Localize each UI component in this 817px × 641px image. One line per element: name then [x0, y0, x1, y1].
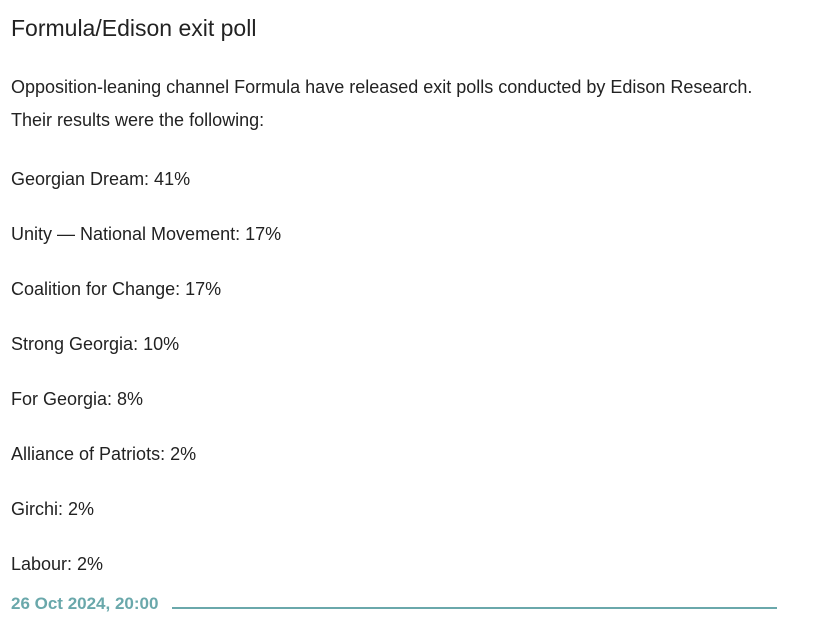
result-item-strong-georgia: Strong Georgia: 10%	[11, 334, 180, 354]
post-footer: 26 Oct 2024, 20:00	[11, 593, 777, 615]
timestamp-divider	[172, 607, 777, 609]
result-item-for-georgia: For Georgia: 8%	[11, 389, 144, 409]
result-item-girchi: Girchi: 2%	[11, 499, 95, 519]
result-item-coalition-for-change: Coalition for Change: 17%	[11, 279, 222, 299]
results-list: Georgian Dream: 41% Unity — National Mov…	[11, 168, 791, 575]
live-update-post: Formula/Edison exit poll Opposition-lean…	[11, 0, 791, 575]
post-intro: Opposition-leaning channel Formula have …	[11, 77, 753, 130]
result-item-georgian-dream: Georgian Dream: 41%	[11, 169, 191, 189]
result-item-labour: Labour: 2%	[11, 554, 104, 574]
result-item-alliance-of-patriots: Alliance of Patriots: 2%	[11, 444, 197, 464]
post-timestamp: 26 Oct 2024, 20:00	[11, 594, 159, 613]
result-item-unity-national-movement: Unity — National Movement: 17%	[11, 224, 282, 244]
post-title: Formula/Edison exit poll	[11, 15, 257, 41]
